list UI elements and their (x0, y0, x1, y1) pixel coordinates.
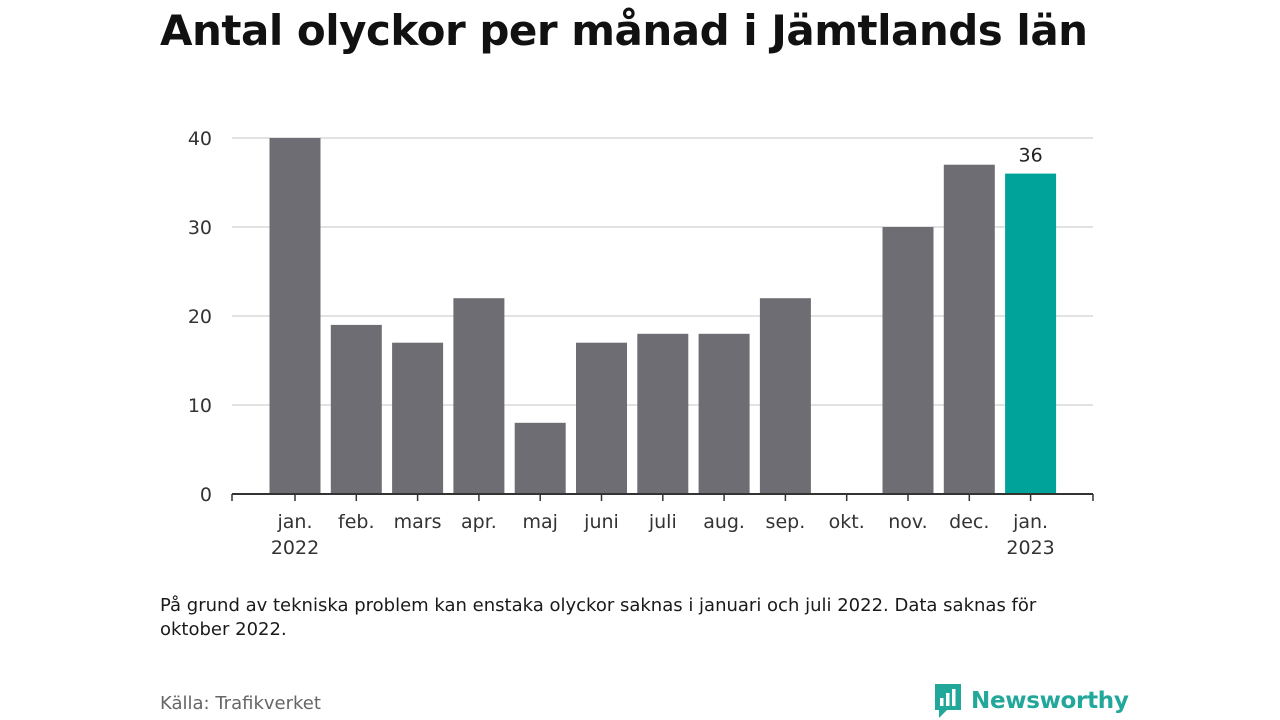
x-tick-label: juni (583, 511, 619, 533)
chart-title: Antal olyckor per månad i Jämtlands län (160, 6, 1088, 55)
brand-logo: Newsworthy (933, 684, 1129, 718)
bar (1005, 173, 1057, 494)
y-tick-label: 10 (188, 395, 212, 417)
bar (453, 298, 505, 494)
y-tick-label: 20 (188, 306, 212, 328)
bar (759, 298, 811, 494)
x-tick-label: okt. (829, 511, 865, 533)
x-tick-label: sep. (766, 511, 806, 533)
y-axis-ticks: 0 10 20 30 40 (188, 128, 212, 506)
y-tick-label: 40 (188, 128, 212, 150)
bar (514, 422, 566, 494)
y-tick-label: 30 (188, 217, 212, 239)
x-tick-label: 2022 (271, 537, 319, 559)
x-axis-labels: jan. 2022 feb. mars apr. maj juni juli aug. sep. o… (271, 511, 1055, 559)
x-tick-label: jan. (276, 511, 312, 533)
x-tick-label: mars (394, 511, 442, 533)
bar (698, 333, 750, 494)
x-tick-label: feb. (338, 511, 374, 533)
bar-chart: 0 10 20 30 40 jan. 2022 feb. mars apr. maj juni jul… (188, 128, 1094, 559)
bars (269, 138, 1057, 494)
x-tick-label: jan. (1012, 511, 1048, 533)
bar (576, 342, 627, 494)
bar (330, 324, 382, 494)
y-tick-label: 0 (200, 484, 212, 506)
source-credit: Källa: Trafikverket (160, 693, 321, 714)
bar (943, 164, 995, 494)
x-tick-label: dec. (949, 511, 989, 533)
x-tick-label: juli (648, 511, 677, 533)
bar (269, 138, 321, 494)
chart-footnote: På grund av tekniska problem kan enstaka… (160, 595, 1037, 640)
data-labels: 36 (1019, 145, 1043, 167)
data-label: 36 (1019, 145, 1043, 167)
brand-name: Newsworthy (971, 688, 1129, 714)
x-tick-label: nov. (888, 511, 927, 533)
bar (637, 333, 689, 494)
bar (392, 342, 444, 494)
x-axis (231, 493, 1094, 501)
x-tick-label: aug. (703, 511, 745, 533)
newsworthy-logo-icon (935, 684, 961, 718)
x-tick-label: 2023 (1006, 537, 1054, 559)
bar (882, 227, 934, 494)
x-tick-label: apr. (461, 511, 497, 533)
x-tick-label: maj (522, 511, 557, 533)
